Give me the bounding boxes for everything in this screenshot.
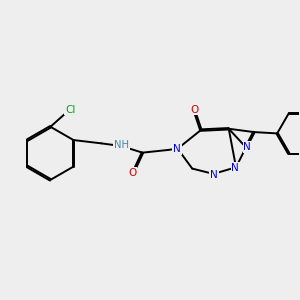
Text: O: O	[190, 104, 198, 115]
Text: N: N	[173, 144, 181, 154]
Text: N: N	[210, 169, 218, 180]
Text: NH: NH	[114, 140, 129, 150]
Text: Cl: Cl	[65, 104, 76, 115]
Text: N: N	[243, 142, 251, 152]
Text: N: N	[232, 163, 239, 173]
Text: O: O	[128, 168, 136, 178]
